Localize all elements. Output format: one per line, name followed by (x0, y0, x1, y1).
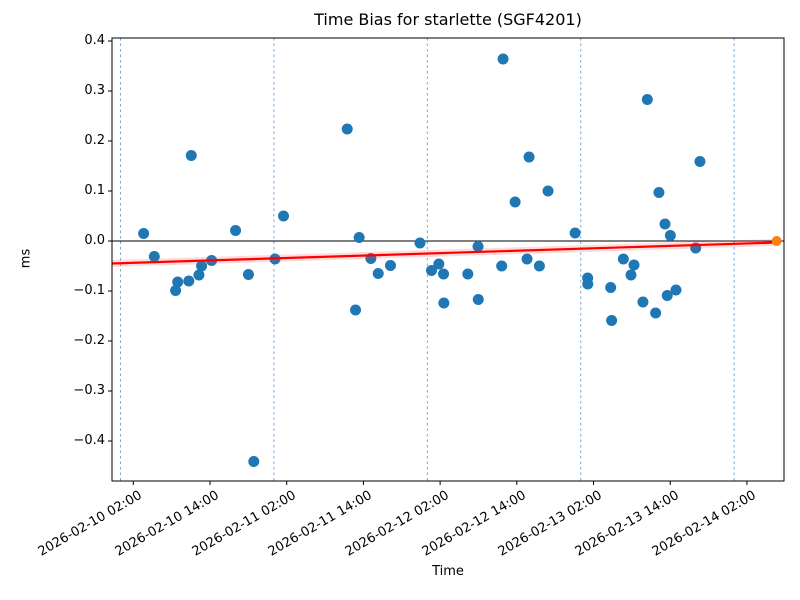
data-point (496, 260, 508, 272)
x-axis-label: Time (432, 564, 464, 579)
data-point (230, 225, 242, 236)
data-point (659, 218, 671, 230)
data-point (641, 94, 653, 105)
data-point (138, 228, 150, 239)
data-point (664, 230, 676, 241)
data-point (582, 278, 594, 290)
data-point (438, 297, 450, 309)
y-tick-label: 0.3 (84, 83, 105, 98)
data-point (350, 304, 362, 316)
y-tick-label: 0.0 (84, 233, 105, 248)
data-point (653, 187, 665, 198)
data-point (193, 269, 205, 281)
data-point (694, 156, 706, 167)
y-tick-label: −0.2 (73, 333, 105, 348)
data-point (242, 269, 254, 280)
data-point (533, 260, 545, 272)
y-tick-label: 0.1 (84, 183, 105, 198)
data-point (670, 284, 682, 296)
data-point (148, 251, 160, 262)
data-point (661, 290, 673, 301)
y-tick-label: 0.2 (84, 133, 105, 148)
data-point (438, 268, 450, 280)
data-point (278, 210, 290, 222)
data-point (384, 260, 396, 271)
axes-frame (111, 37, 785, 482)
data-point (650, 307, 662, 319)
data-point (542, 185, 554, 197)
chart-title: Time Bias for starlette (SGF4201) (314, 10, 582, 29)
y-tick-label: 0.4 (84, 33, 105, 48)
data-point (523, 151, 535, 163)
data-point (433, 258, 445, 270)
data-point (170, 285, 182, 296)
data-point (472, 294, 484, 305)
data-point (462, 268, 474, 280)
data-point (606, 315, 618, 326)
data-point (372, 268, 384, 279)
data-point (414, 237, 426, 249)
data-point (521, 253, 533, 265)
data-point (185, 150, 197, 161)
data-point (353, 232, 365, 243)
y-tick-label: −0.3 (73, 383, 105, 398)
data-point (628, 259, 640, 271)
data-point (472, 241, 484, 252)
data-point (625, 269, 637, 281)
trend-line (111, 241, 777, 265)
data-point (569, 227, 581, 239)
data-point (605, 282, 617, 293)
data-point (341, 123, 353, 135)
y-axis-label: ms (18, 248, 34, 269)
data-point (509, 196, 521, 208)
data-point (425, 265, 437, 276)
data-point (617, 253, 629, 265)
data-point (637, 296, 649, 308)
data-point (183, 275, 195, 287)
latest-point (771, 236, 782, 246)
data-point (196, 260, 208, 272)
y-tick-label: −0.1 (73, 283, 105, 298)
y-tick-label: −0.4 (73, 433, 105, 448)
data-point (172, 276, 184, 288)
data-point (497, 53, 509, 65)
data-point (248, 456, 260, 467)
